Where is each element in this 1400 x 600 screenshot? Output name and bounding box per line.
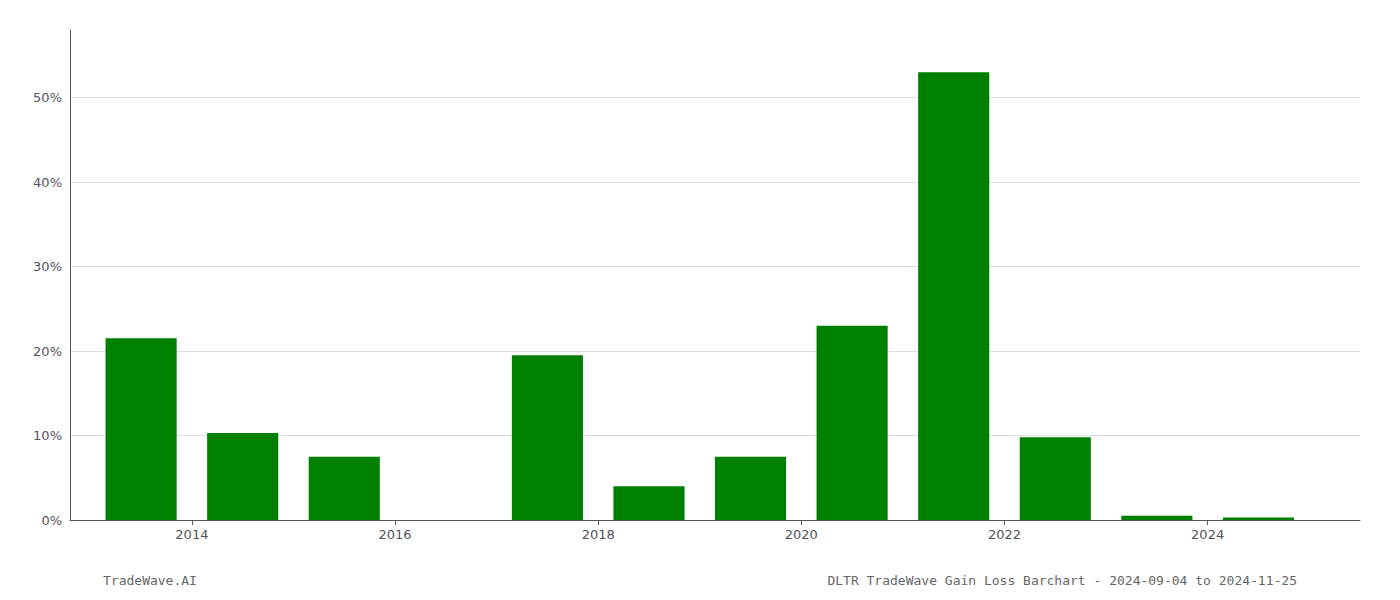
- svg-text:50%: 50%: [33, 90, 62, 105]
- svg-text:2014: 2014: [175, 527, 208, 542]
- svg-text:2018: 2018: [582, 527, 615, 542]
- svg-text:20%: 20%: [33, 344, 62, 359]
- svg-text:10%: 10%: [33, 428, 62, 443]
- svg-text:2016: 2016: [378, 527, 411, 542]
- svg-text:40%: 40%: [33, 175, 62, 190]
- svg-text:30%: 30%: [33, 259, 62, 274]
- svg-text:2024: 2024: [1191, 527, 1224, 542]
- svg-text:2020: 2020: [785, 527, 818, 542]
- svg-text:TradeWave.AI: TradeWave.AI: [103, 573, 197, 588]
- svg-text:0%: 0%: [41, 513, 62, 528]
- svg-text:2022: 2022: [988, 527, 1021, 542]
- svg-text:DLTR TradeWave Gain Loss Barch: DLTR TradeWave Gain Loss Barchart - 2024…: [827, 573, 1297, 588]
